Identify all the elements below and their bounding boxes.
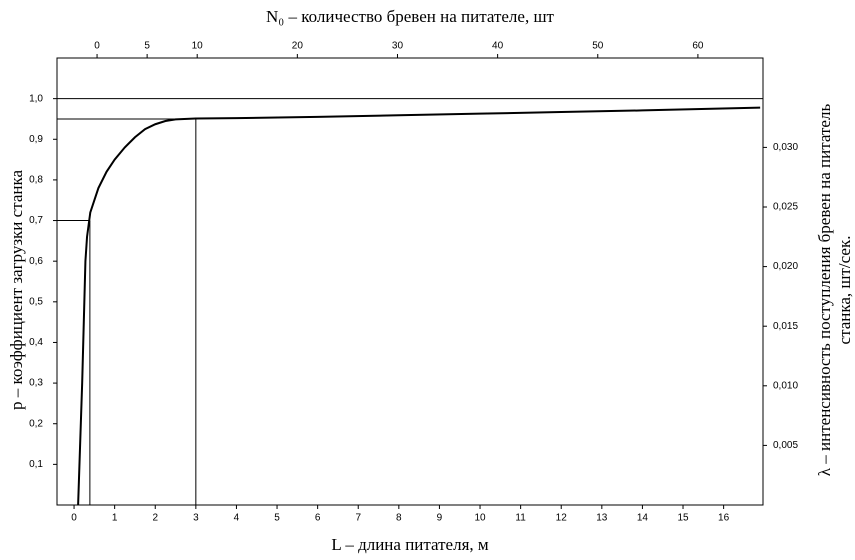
x-tick-label: 16 <box>718 513 730 524</box>
x-tick-label: 1 <box>112 513 118 524</box>
x-tick-label: 2 <box>152 513 158 524</box>
y2-axis-title: станка, шт/сек. <box>835 236 854 345</box>
y-tick-label: 0,9 <box>29 134 43 145</box>
x2-tick-label: 0 <box>94 41 100 52</box>
y-tick-label: 0,8 <box>29 175 43 186</box>
x-tick-label: 9 <box>437 513 443 524</box>
x-tick-label: 14 <box>637 513 649 524</box>
y-tick-label: 0,1 <box>29 459 43 470</box>
y-tick-label: 0,3 <box>29 378 43 389</box>
data-line <box>77 106 761 506</box>
x-tick-label: 15 <box>677 513 689 524</box>
x2-tick-label: 50 <box>592 41 604 52</box>
y2-tick-label: 0,010 <box>773 380 798 391</box>
plot-frame <box>56 57 764 506</box>
y2-tick-label: 0,015 <box>773 321 798 332</box>
x-tick-label: 4 <box>234 513 240 524</box>
x-tick-label: 11 <box>515 513 526 524</box>
x2-tick-label: 60 <box>692 41 704 52</box>
x-tick-label: 5 <box>274 513 280 524</box>
x-tick-label: 3 <box>193 513 199 524</box>
y2-tick-label: 0,005 <box>773 440 798 451</box>
x-tick-label: 0 <box>71 513 77 524</box>
y-tick-label: 1,0 <box>29 93 43 104</box>
y-axis-title: р – коэффициент загрузки станка <box>7 170 26 411</box>
x2-tick-label: 40 <box>492 41 504 52</box>
x2-tick-label: 5 <box>144 41 150 52</box>
x-tick-label: 7 <box>355 513 361 524</box>
y2-tick-label: 0,025 <box>773 202 798 213</box>
y-tick-label: 0,2 <box>29 418 43 429</box>
y-tick-label: 0,4 <box>29 337 43 348</box>
top-axis-title: N₀ – количество бревен на питателе, шт <box>266 7 555 26</box>
y-tick-label: 0,7 <box>29 215 43 226</box>
y-tick-label: 0,6 <box>29 256 43 267</box>
x2-tick-label: 10 <box>192 41 204 52</box>
x-tick-label: 10 <box>474 513 486 524</box>
x2-tick-label: 20 <box>292 41 304 52</box>
x-tick-label: 8 <box>396 513 402 524</box>
x-tick-label: 12 <box>556 513 568 524</box>
x-axis-title: L – длина питателя, м <box>331 535 489 554</box>
y-tick-label: 0,5 <box>29 296 43 307</box>
x2-tick-label: 30 <box>392 41 404 52</box>
x-tick-label: 6 <box>315 513 321 524</box>
x-tick-label: 13 <box>596 513 608 524</box>
y2-tick-label: 0,020 <box>773 261 798 272</box>
y2-tick-label: 0,030 <box>773 142 798 153</box>
y2-axis-title: λ – интенсивность поступления бревен на … <box>815 104 834 477</box>
